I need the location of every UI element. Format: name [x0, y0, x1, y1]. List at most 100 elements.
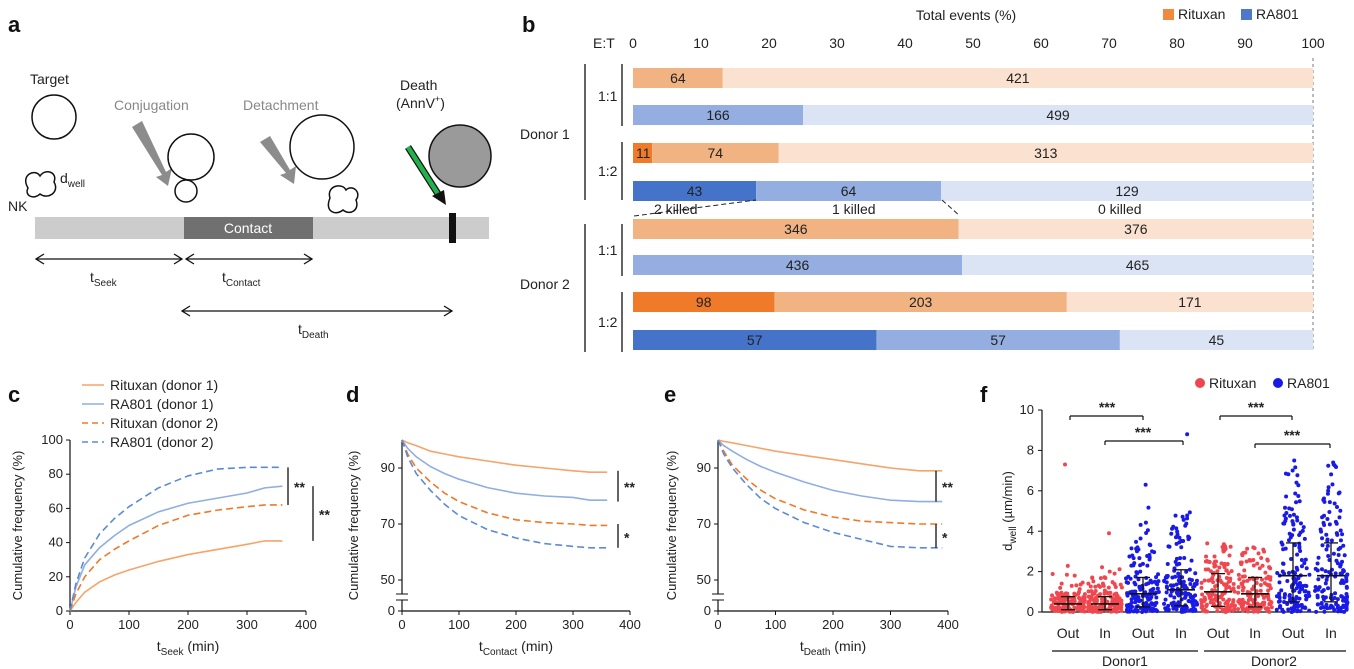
data-point: [1342, 609, 1347, 614]
data-point: [1237, 598, 1242, 603]
data-point: [1170, 526, 1175, 531]
detachment-label: Detachment: [243, 97, 319, 113]
chart-b-bar-value: 465: [1126, 257, 1150, 273]
y-axis-title: Cumulative frequency (%): [346, 451, 361, 601]
data-point: [1268, 586, 1273, 591]
data-point: [1305, 594, 1310, 599]
data-point: [1277, 580, 1282, 585]
data-point: [1193, 599, 1198, 604]
data-point: [1124, 576, 1129, 581]
conjugation-label: Conjugation: [114, 97, 189, 113]
t-contact-label: tContact: [222, 269, 261, 289]
chart-b-tick-label: 30: [829, 35, 845, 51]
chart-b-legend: Rituxan RA801: [1163, 6, 1299, 22]
data-point: [1144, 582, 1149, 587]
data-point: [1090, 592, 1095, 597]
data-point: [1154, 575, 1159, 580]
axis-break-gap: [396, 594, 408, 600]
data-point: [1119, 608, 1124, 613]
data-point: [1074, 583, 1079, 588]
chart-b-bar-value: 74: [707, 145, 723, 161]
data-point: [1267, 565, 1272, 570]
data-point: [1090, 605, 1095, 610]
donor2-label: Donor 2: [520, 276, 570, 292]
data-point: [1134, 570, 1139, 575]
data-point: [1133, 600, 1138, 605]
significance-mark: **: [624, 479, 635, 495]
data-point: [1303, 583, 1308, 588]
death-annv-label: (AnnV+): [396, 94, 445, 111]
detached-target-cell: [289, 114, 355, 180]
data-point: [1313, 588, 1318, 593]
killed-label-0: 0 killed: [1098, 201, 1142, 217]
target-label: Target: [30, 71, 69, 87]
legend-line-label: RA801 (donor 2): [110, 434, 214, 450]
data-point: [1205, 541, 1210, 546]
data-point: [1265, 582, 1270, 587]
data-point: [1303, 606, 1308, 611]
data-point: [1332, 463, 1337, 468]
data-point: [1281, 561, 1286, 566]
data-point: [1242, 574, 1247, 579]
data-point: [1138, 598, 1143, 603]
data-point: [1094, 606, 1099, 611]
data-point: [1232, 607, 1237, 612]
data-point: [1258, 588, 1263, 593]
data-point: [1250, 587, 1255, 592]
data-point: [1203, 567, 1208, 572]
chart-b-bar-value: 376: [1124, 221, 1148, 237]
data-point: [1231, 586, 1236, 591]
ratio-label-d1-11: 1:1: [598, 88, 618, 104]
data-point: [1297, 590, 1302, 595]
data-point: [1086, 607, 1091, 612]
data-point: [1222, 565, 1227, 570]
data-point: [1080, 580, 1085, 585]
data-point: [1183, 523, 1188, 528]
data-point: [1184, 605, 1189, 610]
data-point: [1203, 559, 1208, 564]
data-point: [1302, 561, 1307, 566]
chart-b-bar-segment: [962, 255, 1313, 275]
data-point: [1295, 604, 1300, 609]
data-point: [1294, 565, 1299, 570]
group-label: Donor1: [1102, 653, 1148, 669]
data-point: [1327, 509, 1332, 514]
legend-label-rituxan: Rituxan: [1178, 6, 1225, 22]
data-point: [1281, 609, 1286, 614]
data-point: [1224, 605, 1229, 610]
data-point: [1220, 593, 1225, 598]
data-point: [1336, 606, 1341, 611]
data-point: [1132, 580, 1137, 585]
data-point: [1184, 569, 1189, 574]
data-point: [1142, 606, 1147, 611]
data-point: [1090, 576, 1095, 581]
data-point: [1113, 584, 1118, 589]
data-point: [1315, 602, 1320, 607]
data-point: [1191, 594, 1196, 599]
data-point: [1324, 602, 1329, 607]
data-point: [1322, 609, 1327, 614]
death-arrow: [406, 145, 440, 196]
data-point: [1324, 547, 1329, 552]
x-tick-label: 400: [295, 617, 317, 632]
axis-break-gap: [712, 594, 724, 600]
killed-label-1: 1 killed: [832, 201, 876, 217]
legend-line-label: Rituxan (donor 2): [110, 415, 218, 431]
data-point: [1327, 500, 1332, 505]
data-point: [1321, 594, 1326, 599]
data-point: [1055, 606, 1060, 611]
data-point: [1149, 580, 1154, 585]
data-point: [1320, 543, 1325, 548]
series-line: [717, 439, 943, 503]
data-point: [1293, 491, 1298, 496]
data-point: [1325, 517, 1330, 522]
ratio-label-d2-12: 1:2: [598, 314, 618, 330]
y-tick-label: 0: [1027, 604, 1034, 619]
data-point: [1107, 569, 1112, 574]
chart-b-bar-segment: [876, 330, 1120, 350]
data-point: [1187, 510, 1192, 515]
data-point: [1231, 598, 1236, 603]
data-point: [1337, 490, 1342, 495]
data-point: [1080, 597, 1085, 602]
data-point: [1182, 609, 1187, 614]
